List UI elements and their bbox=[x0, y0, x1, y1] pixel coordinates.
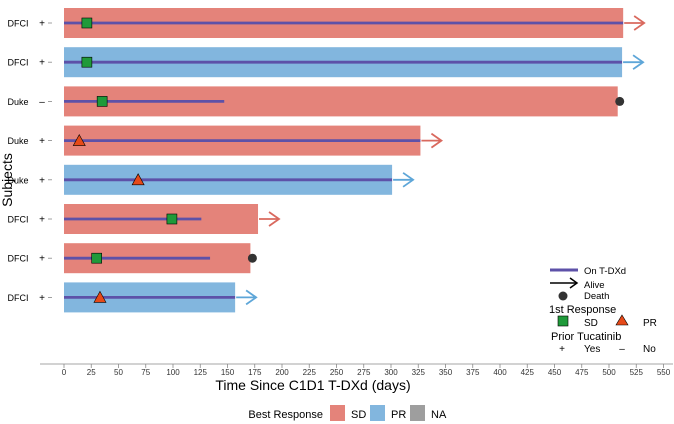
best-response-pr-swatch bbox=[370, 405, 385, 421]
subject-row: DFCI + bbox=[8, 8, 646, 38]
legend-yes-label: Yes bbox=[584, 344, 600, 355]
subject-prior-symbol: + bbox=[39, 293, 45, 304]
legend-death-marker bbox=[558, 291, 568, 301]
x-tick-label: 375 bbox=[466, 368, 480, 377]
subject-row: DFCI + bbox=[8, 282, 258, 313]
x-axis-title: Time Since C1D1 T-DXd (days) bbox=[215, 377, 410, 393]
x-tick-label: 525 bbox=[630, 368, 644, 377]
x-tick-label: 125 bbox=[194, 368, 208, 377]
alive-arrowhead bbox=[268, 211, 281, 227]
alive-arrowhead bbox=[632, 54, 645, 70]
legend-alive-arrowhead bbox=[569, 277, 579, 289]
x-tick-label: 0 bbox=[62, 368, 67, 377]
x-tick-label: 150 bbox=[221, 368, 235, 377]
x-tick-label: 450 bbox=[548, 368, 562, 377]
subject-site-label: Duke bbox=[7, 175, 28, 185]
subject-prior-symbol: + bbox=[39, 136, 45, 147]
subject-site-label: DFCI bbox=[8, 293, 29, 303]
legend-pr-marker bbox=[615, 314, 629, 326]
first-response-pr-marker bbox=[72, 133, 86, 146]
subject-row: Duke – bbox=[7, 86, 625, 117]
x-tick-label: 350 bbox=[439, 368, 453, 377]
y-axis-title: Subjects bbox=[0, 153, 15, 207]
subject-site-label: Duke bbox=[7, 136, 28, 146]
subject-site-label: Duke bbox=[7, 97, 28, 107]
x-tick-label: 275 bbox=[357, 368, 371, 377]
first-response-sd-marker bbox=[81, 56, 93, 68]
subject-site-label: DFCI bbox=[8, 254, 29, 264]
subject-row: Duke + bbox=[7, 164, 415, 195]
subject-prior-symbol: + bbox=[39, 215, 45, 226]
first-response-pr-marker bbox=[131, 173, 145, 186]
best-response-na-swatch bbox=[410, 405, 425, 421]
legend-sd-label: SD bbox=[584, 318, 598, 329]
legend-alive-label: Alive bbox=[584, 280, 605, 291]
best-response-sd-swatch bbox=[330, 405, 345, 421]
death-marker bbox=[615, 96, 625, 106]
legend-yes-symbol: + bbox=[559, 344, 565, 355]
first-response-pr-marker bbox=[93, 290, 107, 303]
best-response-legend-title: Best Response bbox=[248, 409, 323, 421]
subject-prior-symbol: + bbox=[39, 19, 45, 30]
alive-arrowhead bbox=[245, 289, 258, 306]
x-tick-label: 225 bbox=[303, 368, 317, 377]
legend-no-label: No bbox=[643, 344, 656, 355]
subject-row: Duke + bbox=[7, 125, 443, 156]
x-tick-label: 425 bbox=[521, 368, 535, 377]
alive-arrowhead bbox=[402, 172, 415, 188]
best-response-legend: Best Response SD PR NA bbox=[248, 405, 447, 421]
x-tick-label: 250 bbox=[330, 368, 344, 377]
best-response-pr-label: PR bbox=[391, 409, 406, 421]
subject-site-label: DFCI bbox=[8, 19, 29, 29]
subject-prior-symbol: + bbox=[39, 58, 45, 69]
x-tick-label: 500 bbox=[602, 368, 616, 377]
first-response-sd-marker bbox=[96, 96, 108, 107]
x-tick-label: 400 bbox=[493, 368, 507, 377]
x-tick-label: 25 bbox=[87, 368, 96, 377]
subject-row: DFCI + bbox=[8, 243, 257, 274]
legend-no-symbol: – bbox=[619, 344, 625, 355]
plot-area: DFCI + DFCI + Duke – Duke + Duke + DFCI + DFCI + DFCI +… bbox=[7, 8, 671, 377]
legend-sd-marker bbox=[557, 315, 569, 327]
x-tick-label: 550 bbox=[657, 368, 671, 377]
x-tick-label: 300 bbox=[384, 368, 398, 377]
subject-prior-symbol: + bbox=[39, 175, 45, 186]
subject-site-label: DFCI bbox=[8, 215, 29, 225]
x-tick-label: 175 bbox=[248, 368, 262, 377]
y-axis-title-group: Subjects bbox=[0, 153, 15, 207]
x-tick-label: 325 bbox=[412, 368, 426, 377]
subject-prior-symbol: – bbox=[39, 97, 45, 108]
subject-row: DFCI + bbox=[8, 47, 645, 78]
first-response-sd-marker bbox=[91, 252, 102, 264]
legend-prior-title: Prior Tucatinib bbox=[551, 331, 621, 343]
subject-row: DFCI + bbox=[8, 204, 281, 234]
first-response-sd-marker bbox=[166, 213, 178, 225]
x-tick-label: 100 bbox=[166, 368, 180, 377]
x-tick-label: 475 bbox=[575, 368, 589, 377]
subject-prior-symbol: + bbox=[39, 254, 45, 265]
best-response-na-label: NA bbox=[431, 409, 447, 421]
subject-site-label: DFCI bbox=[8, 58, 29, 68]
alive-arrowhead bbox=[633, 15, 646, 31]
legend-death-label: Death bbox=[584, 291, 609, 302]
best-response-sd-label: SD bbox=[351, 409, 366, 421]
legend: On T-DXd Alive Death 1st Response SD PR … bbox=[549, 266, 657, 355]
legend-on-tdxd-label: On T-DXd bbox=[584, 266, 626, 277]
legend-pr-label: PR bbox=[643, 318, 657, 329]
alive-arrowhead bbox=[430, 132, 443, 149]
first-response-sd-marker bbox=[81, 17, 93, 29]
legend-first-response-title: 1st Response bbox=[549, 304, 616, 316]
x-tick-label: 50 bbox=[114, 368, 123, 377]
death-marker bbox=[247, 253, 257, 263]
x-tick-label: 75 bbox=[141, 368, 150, 377]
x-tick-label: 200 bbox=[275, 368, 289, 377]
